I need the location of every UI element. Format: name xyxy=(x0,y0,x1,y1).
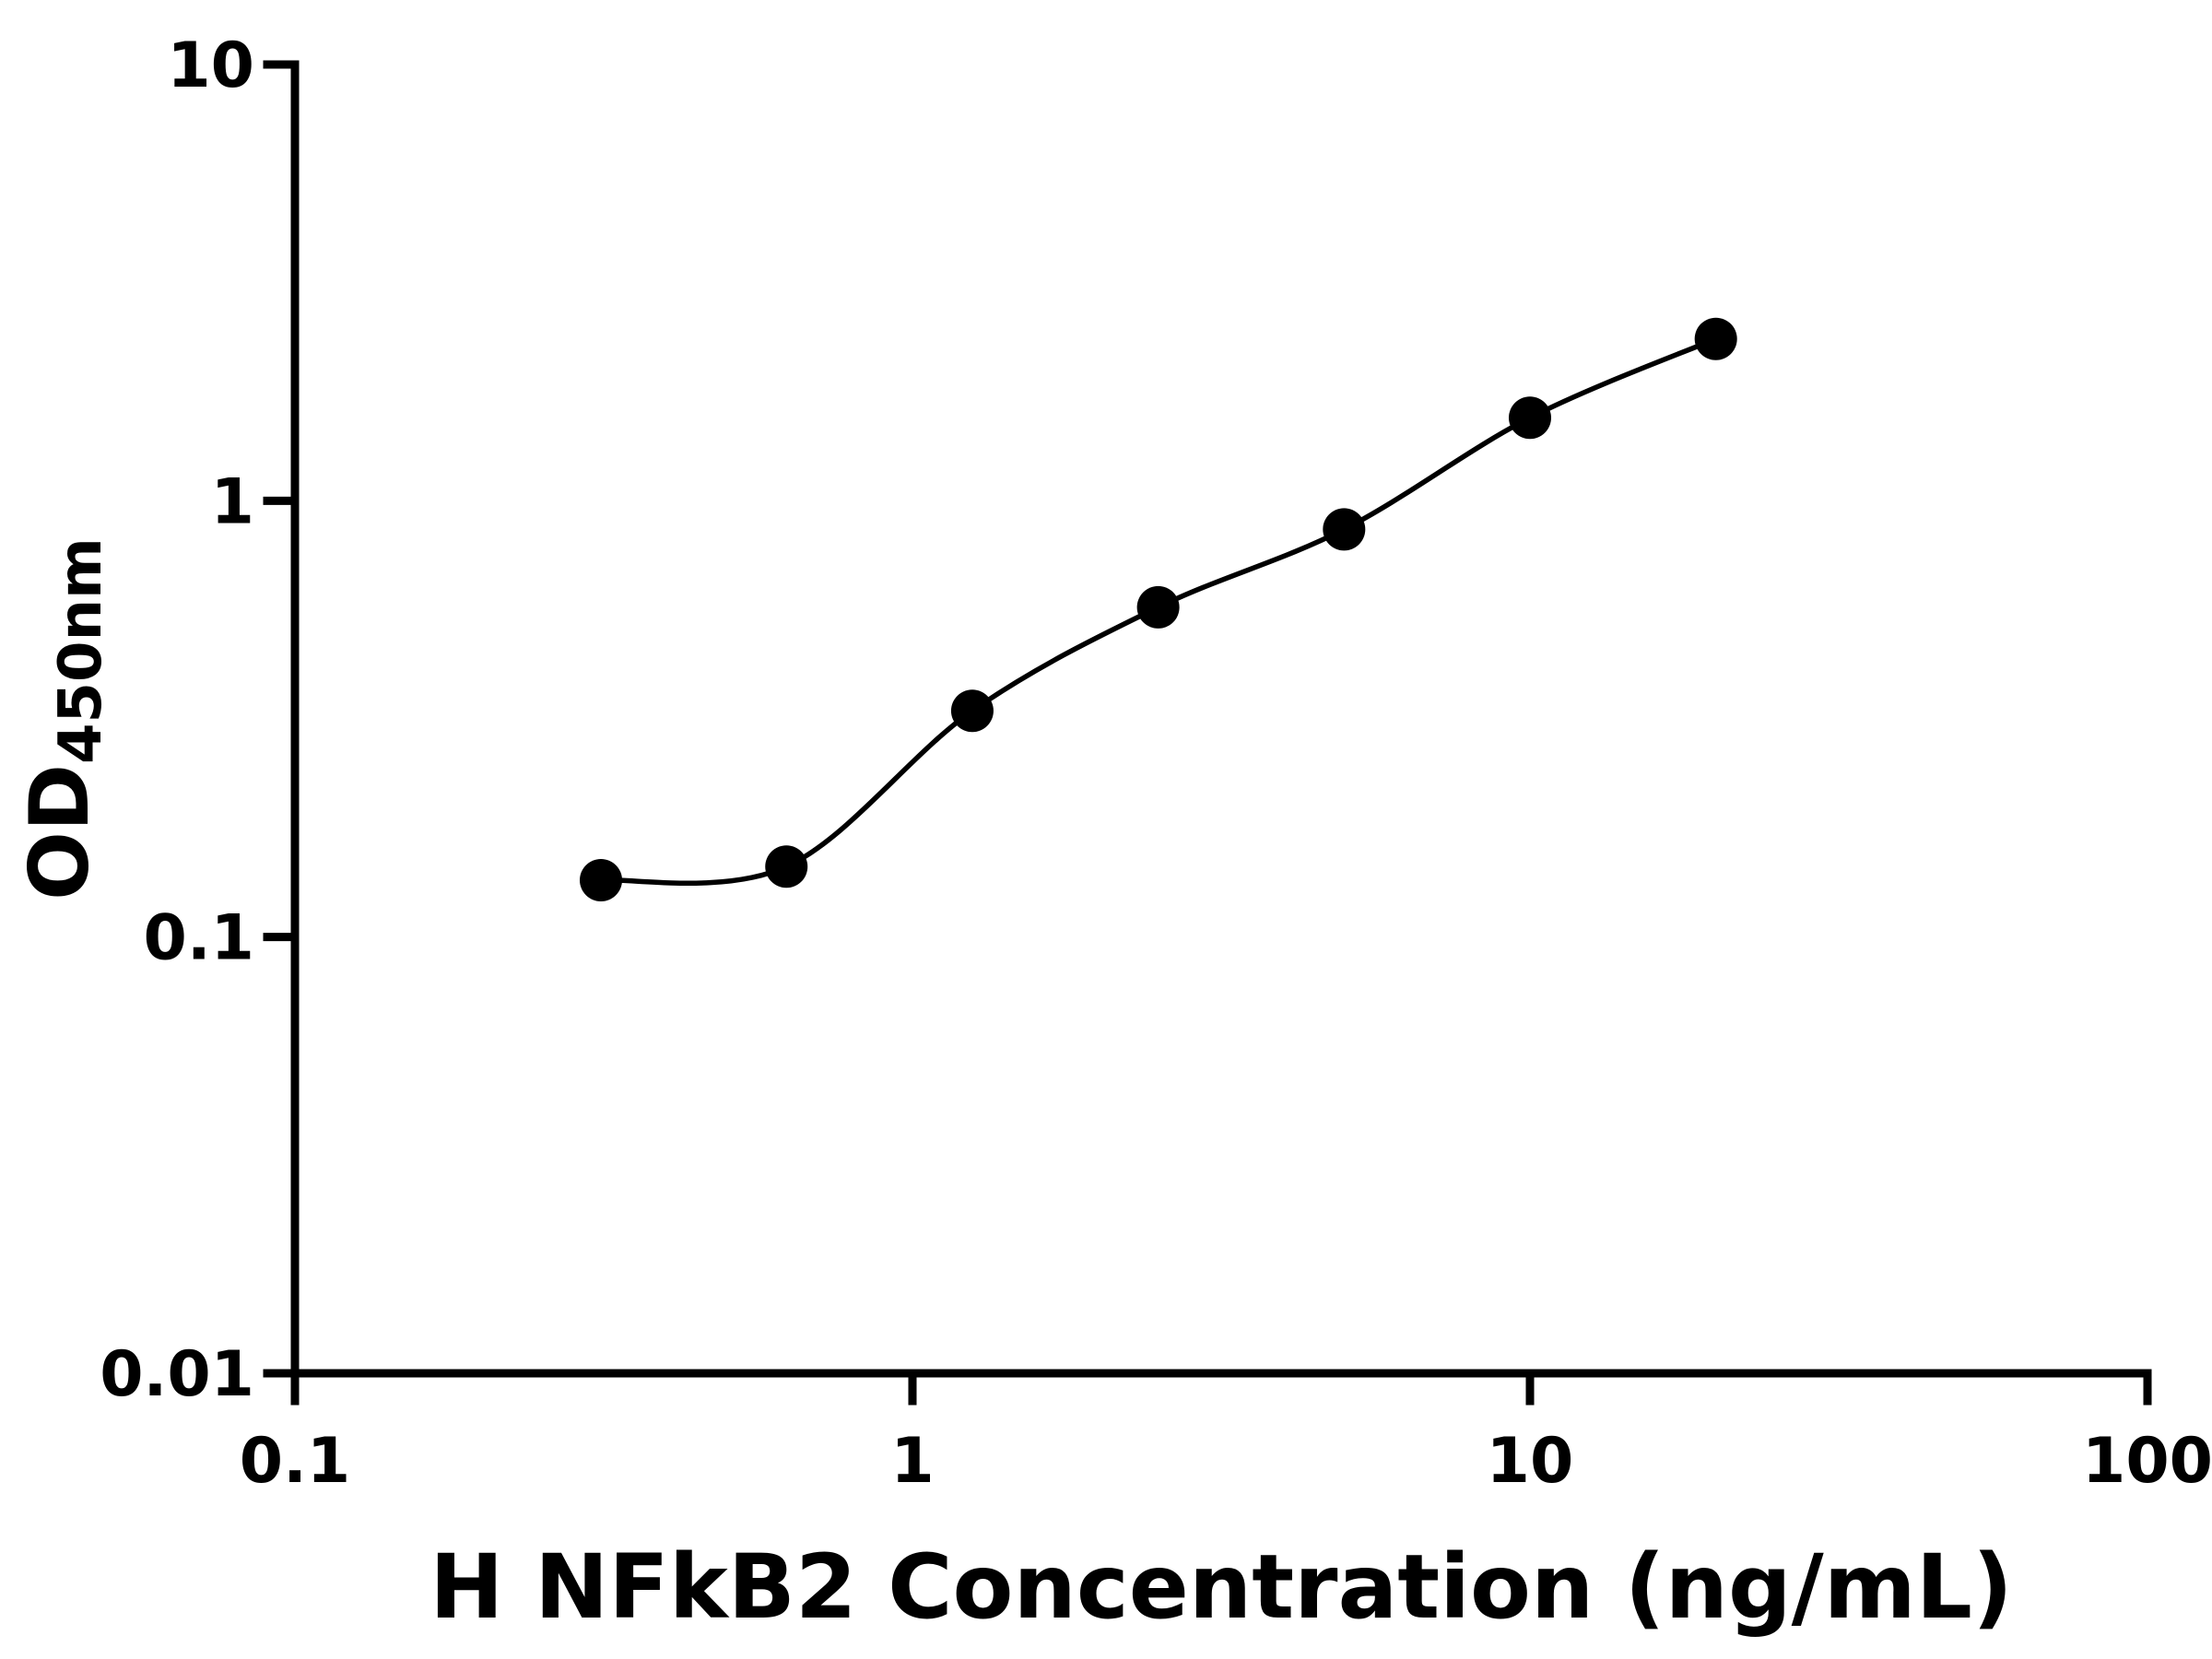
x-tick-label: 1 xyxy=(890,1425,934,1498)
x-tick-label: 0.1 xyxy=(240,1425,350,1498)
data-point xyxy=(580,858,623,901)
x-axis-title: H NFkB2 Concentration (ng/mL) xyxy=(429,1535,2013,1639)
data-point xyxy=(1509,396,1551,440)
data-point xyxy=(1694,317,1737,360)
x-tick-label: 10 xyxy=(1487,1425,1574,1498)
y-tick-label: 0.1 xyxy=(144,902,254,975)
data-point xyxy=(1323,508,1366,551)
y-axis-title-sub: 450nm xyxy=(47,537,115,764)
y-tick-label: 1 xyxy=(211,465,254,538)
data-point xyxy=(1136,585,1180,629)
y-tick-label: 10 xyxy=(167,29,254,102)
x-tick-label: 100 xyxy=(2082,1425,2212,1498)
data-point xyxy=(950,689,994,733)
y-tick-label: 0.01 xyxy=(100,1338,254,1411)
plot-area: 0.1 1 10 100 0.01 0.1 1 10 xyxy=(100,29,2212,1498)
y-axis-title: OD450nm xyxy=(12,537,115,900)
y-axis-title-main: OD xyxy=(12,764,107,900)
data-point xyxy=(765,845,808,888)
